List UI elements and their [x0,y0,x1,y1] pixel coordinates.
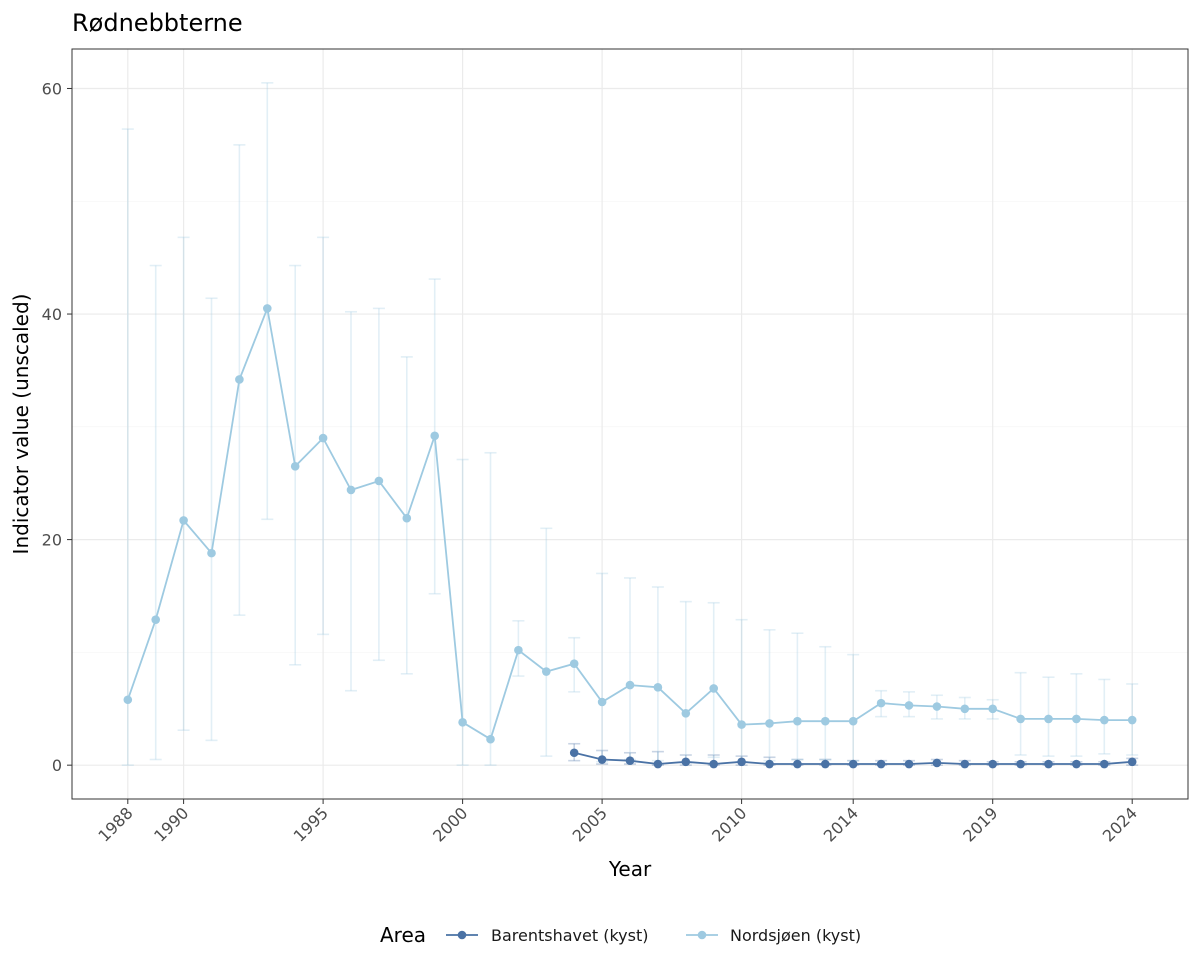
x-axis-title: Year [608,857,652,881]
legend-label: Barentshavet (kyst) [491,926,648,945]
legend-key-point [697,930,707,940]
legend-label: Nordsjøen (kyst) [730,926,861,945]
data-point [848,716,858,726]
data-point [681,757,691,767]
chart-title: Rødnebbterne [72,9,243,37]
data-point [263,304,272,313]
x-tick-label: 2005 [569,803,611,845]
x-tick-label: 2014 [820,803,862,845]
data-point [653,759,663,769]
legend: Area Barentshavet (kyst) Nordsjøen (kyst) [380,923,861,947]
legend-item: Nordsjøen (kyst) [686,926,861,945]
data-point [346,485,356,495]
x-axis: 1988 1990 1995 2000 2005 2010 2014 2019 2024 [94,799,1141,846]
data-point [1072,714,1081,724]
data-point [1127,757,1137,767]
x-tick-label: 2024 [1099,803,1141,845]
data-point [821,759,830,769]
data-point [514,645,523,655]
data-point [765,759,774,769]
grid [72,49,1188,799]
data-point [625,680,635,690]
data-point [151,615,160,624]
y-tick-label: 60 [42,79,62,98]
data-point [318,433,328,443]
x-tick-label: 2019 [959,803,1001,845]
data-point [709,684,718,693]
x-tick-label: 2000 [429,803,471,845]
data-point [709,759,718,769]
data-point [960,759,970,769]
data-point [486,734,495,744]
y-tick-label: 0 [52,756,62,775]
x-tick-label: 1990 [150,803,192,845]
data-point [932,702,942,711]
data-point [821,716,830,726]
legend-key-point [457,930,467,940]
y-tick-label: 40 [42,305,62,324]
data-point [402,513,412,523]
data-point [1044,714,1053,724]
data-point [793,716,802,726]
data-point [235,375,244,384]
data-point [569,748,579,758]
x-tick-label: 1995 [290,803,332,845]
data-point [597,697,607,707]
data-point [681,708,691,718]
data-point [1100,715,1109,725]
data-point [988,704,997,714]
data-point [904,701,914,710]
data-point [876,698,886,708]
legend-title: Area [380,923,426,947]
data-point [1100,759,1109,769]
data-point [1016,714,1025,724]
data-point [848,759,858,769]
data-point [737,720,746,729]
y-tick-label: 20 [42,531,62,550]
legend-item: Barentshavet (kyst) [446,926,648,945]
data-point [653,683,663,692]
data-point [569,659,579,668]
data-point [1127,715,1137,725]
data-point [1016,759,1025,769]
y-axis-title: Indicator value (unscaled) [9,294,33,555]
data-point [123,695,133,705]
data-point [374,476,384,486]
data-point [932,758,942,768]
data-points [123,304,1137,769]
data-point [737,757,746,767]
data-point [207,548,216,558]
plot-panel-border [71,48,1189,800]
data-point [542,667,551,676]
data-point [458,718,467,727]
data-point [765,719,774,728]
x-tick-label: 2010 [708,803,750,845]
data-point [793,759,802,769]
data-point [290,461,300,471]
data-point [904,759,914,769]
data-point [625,756,635,765]
data-point [179,516,188,525]
data-point [1044,759,1053,769]
data-point [876,759,886,769]
x-tick-label: 1988 [94,803,136,845]
y-axis: 0 20 40 60 [42,79,72,775]
data-point [597,755,607,764]
data-point [988,759,997,769]
data-point [960,704,970,714]
error-bars [121,82,1139,766]
data-point [1072,759,1081,769]
data-point [430,431,440,441]
